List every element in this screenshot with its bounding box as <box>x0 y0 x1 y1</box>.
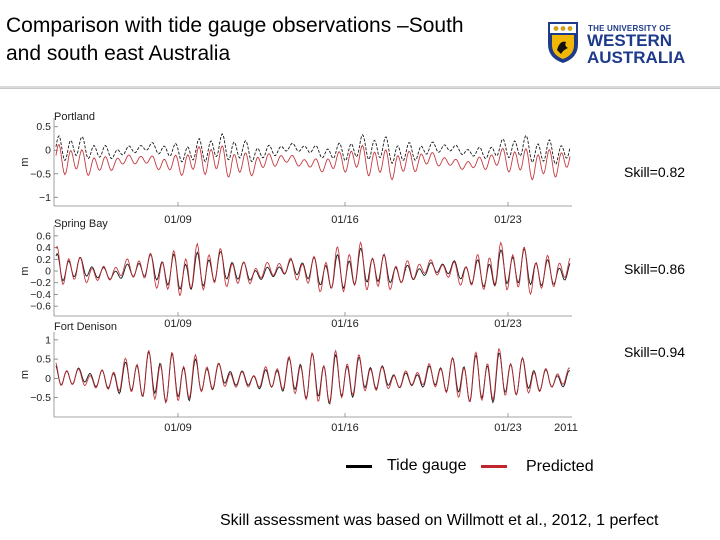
fort-denison-year-label: 2011 <box>554 422 578 434</box>
legend-swatch-predicted <box>481 465 507 468</box>
fort-denison-ytick-label: 1 <box>45 334 51 346</box>
title-line-1: Comparison with tide gauge observations … <box>6 14 464 37</box>
fort-denison-ytick-label: 0 <box>45 373 51 385</box>
spring-bay-ytick-label: −0.4 <box>30 289 51 301</box>
spring-bay-ytick-label: 0.2 <box>36 254 51 266</box>
spring-bay-xtick-label: 01/16 <box>331 318 359 330</box>
logo-word-australia: AUSTRALIA <box>587 48 686 67</box>
spring-bay-series-tide-gauge <box>55 247 571 290</box>
footnote: Skill assessment was based on Willmott e… <box>220 512 659 529</box>
fort-denison-xtick-label: 01/16 <box>331 422 359 434</box>
fort-denison-ytick-label: −0.5 <box>30 392 51 404</box>
portland-xtick-label: 01/16 <box>331 214 359 226</box>
spring-bay-ytick-label: −0.2 <box>30 277 51 289</box>
spring-bay-xtick-label: 01/23 <box>494 318 522 330</box>
portland-panel-title: Portland <box>54 111 95 123</box>
portland-series-predicted <box>55 143 571 181</box>
crest-icon <box>548 22 578 63</box>
title-divider-shadow <box>0 88 720 89</box>
fort-denison-series-predicted <box>55 347 571 404</box>
spring-bay-ytick-label: 0.4 <box>36 242 51 254</box>
university-logo: THE UNIVERSITY OF WESTERN AUSTRALIA <box>546 18 686 68</box>
title-divider <box>0 86 720 88</box>
skill-portland: Skill=0.82 <box>624 164 686 180</box>
spring-bay-ytick-label: 0.6 <box>36 230 51 242</box>
spring-bay-ytick-label: 0 <box>45 266 51 278</box>
legend-label-predicted: Predicted <box>526 458 594 475</box>
portland-ylabel: m <box>19 157 31 166</box>
fort-denison-xtick-label: 01/23 <box>494 422 522 434</box>
portland-ytick-label: 0.5 <box>36 121 51 133</box>
title-line-2: and south east Australia <box>6 42 231 65</box>
portland-xtick-label: 01/23 <box>494 214 522 226</box>
spring-bay-ytick-label: −0.6 <box>30 301 51 313</box>
portland-series-tide-gauge <box>55 133 571 165</box>
spring-bay-xtick-label: 01/09 <box>164 318 192 330</box>
logo-the: THE UNIVERSITY OF <box>588 24 671 33</box>
fort-denison-series-tide-gauge <box>55 350 571 405</box>
portland-ytick-label: 0 <box>45 145 51 157</box>
tide-comparison-chart: Portland m 0.5 0 −0.5 −1 01/09 01/16 01/23 Spring… <box>19 111 578 434</box>
spring-bay-ylabel: m <box>19 266 31 275</box>
skill-spring-bay: Skill=0.86 <box>624 261 686 277</box>
fort-denison-ytick-label: 0.5 <box>36 354 51 366</box>
fort-denison-xtick-label: 01/09 <box>164 422 192 434</box>
spring-bay-series-predicted <box>55 241 571 296</box>
logo-word-western: WESTERN <box>587 31 672 50</box>
skill-fort-denison: Skill=0.94 <box>624 344 686 360</box>
fort-denison-panel-title: Fort Denison <box>54 321 117 333</box>
fort-denison-ylabel: m <box>19 370 31 379</box>
portland-ytick-label: −0.5 <box>30 168 51 180</box>
portland-xtick-label: 01/09 <box>164 214 192 226</box>
spring-bay-panel-title: Spring Bay <box>54 218 108 230</box>
slide-title: Comparison with tide gauge observations … <box>6 12 536 68</box>
portland-ytick-label: −1 <box>39 192 51 204</box>
legend-swatch-tide-gauge <box>346 465 372 468</box>
legend-label-tide-gauge: Tide gauge <box>387 457 467 474</box>
